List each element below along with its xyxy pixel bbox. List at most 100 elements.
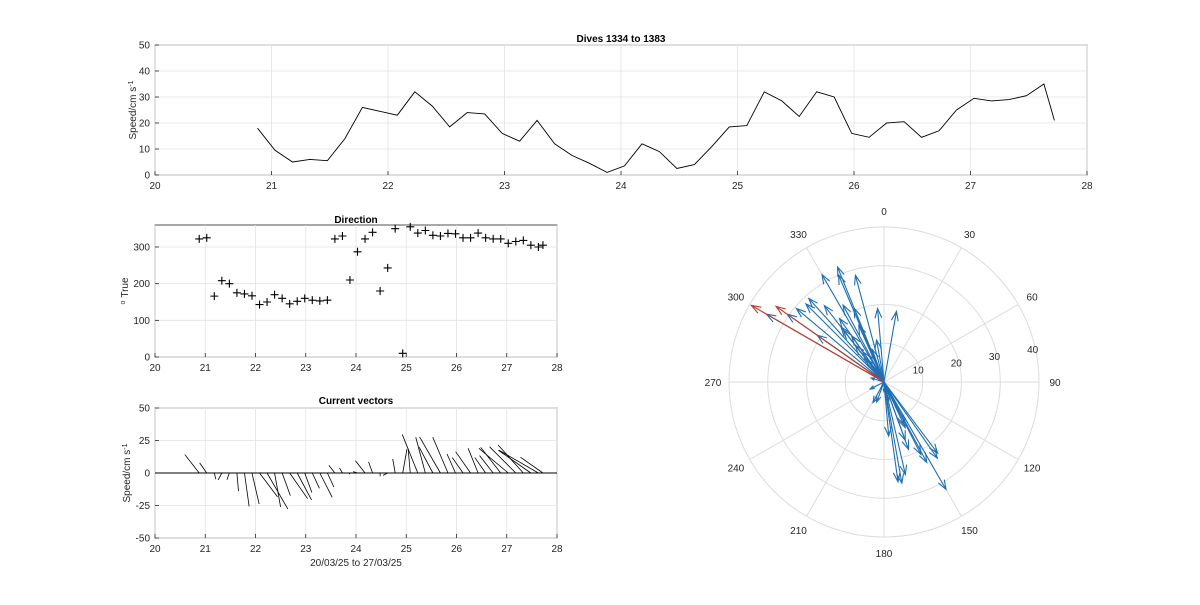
polar-angle-label: 270 — [705, 378, 722, 389]
polar-vector-shaft — [821, 274, 885, 383]
polar-vector-shaft — [854, 275, 885, 383]
speed-panel: 20 21 22 23 24 25 26 27 28 0 10 20 30 40 50 Dives 1334… — [128, 34, 1093, 192]
vector-stick — [244, 472, 250, 507]
speed-xtick-label: 23 — [499, 181, 511, 192]
polar-vector-shaft — [877, 308, 885, 383]
direction-point — [496, 234, 505, 243]
direction-xtick-label: 24 — [350, 363, 362, 374]
vectors-sticks — [155, 434, 557, 510]
direction-point — [391, 224, 400, 233]
polar-vector-head — [899, 464, 908, 477]
vectors-xtick-label: 26 — [451, 544, 463, 555]
polar-vector-shaft — [805, 303, 885, 383]
direction-ylabel: oTrue — [120, 277, 132, 305]
direction-xtick-label: 20 — [149, 363, 161, 374]
speed-ytick-label: 30 — [139, 93, 151, 104]
vector-stick — [474, 457, 486, 474]
direction-ytick-label: 0 — [144, 353, 150, 364]
polar-vector-arrow — [883, 381, 901, 484]
speed-ylabel: Speed/cm s-1 — [128, 80, 140, 139]
polar-spoke — [883, 304, 1019, 383]
vector-stick — [217, 472, 223, 481]
polar-vector-arrow — [874, 338, 885, 383]
vectors-xtick-label: 25 — [401, 544, 413, 555]
direction-point — [293, 297, 302, 306]
direction-markers — [195, 222, 547, 358]
polar-labels: 0 30 60 90 120 150 180 210 240 270 300 330 10 20 30 40 — [705, 207, 1061, 560]
polar-vector-head — [869, 377, 876, 381]
polar-vector-head — [882, 388, 886, 394]
direction-point — [526, 241, 535, 250]
polar-vector-head — [918, 452, 928, 464]
direction-ytick-label: 200 — [133, 279, 150, 290]
polar-vector-arrow — [883, 309, 899, 383]
vectors-ticks: 20 21 22 23 24 25 26 27 28 -50 -25 0 25 50 — [136, 404, 563, 556]
direction-point — [459, 233, 468, 242]
vectors-panel: 20 21 22 23 24 25 26 27 28 -50 -25 0 25 50 Current ve… — [122, 396, 563, 569]
direction-point — [308, 296, 317, 305]
vector-stick — [353, 471, 358, 474]
polar-vector-head — [868, 385, 875, 390]
vector-stick — [419, 436, 441, 474]
vector-stick — [289, 472, 308, 499]
vector-stick — [213, 472, 217, 480]
vector-stick — [311, 472, 320, 489]
speed-ytick-label: 20 — [139, 119, 151, 130]
direction-point — [232, 288, 241, 297]
vector-stick — [382, 472, 388, 476]
direction-point — [428, 231, 437, 240]
polar-vector-shaft — [751, 304, 885, 383]
polar-vector-head — [823, 304, 834, 316]
polar-vector-head — [838, 317, 849, 329]
vector-stick — [319, 472, 333, 498]
vectors-ytick-label: 50 — [139, 404, 151, 415]
vector-stick — [401, 434, 419, 474]
speed-ytick-label: 0 — [144, 171, 150, 182]
direction-xtick-label: 28 — [551, 363, 563, 374]
vectors-ylabel: Speed/cm s-1 — [122, 443, 134, 502]
polar-vector-arrow — [883, 381, 908, 477]
vector-stick — [304, 472, 313, 493]
vector-stick — [368, 461, 373, 474]
polar-vector-arrow — [883, 381, 906, 442]
polar-vector-head — [874, 338, 883, 350]
direction-point — [511, 237, 520, 246]
polar-vector-head — [901, 439, 910, 451]
polar-vector-head — [774, 305, 786, 315]
direction-point — [345, 276, 354, 284]
polar-vector-arrow — [883, 381, 905, 485]
vectors-ytick-label: 0 — [144, 469, 150, 480]
vectors-ytick-label: -50 — [136, 534, 151, 545]
direction-point — [376, 287, 385, 295]
vector-stick — [296, 472, 312, 501]
speed-xtick-label: 25 — [732, 181, 744, 192]
polar-radius-label: 10 — [913, 365, 925, 376]
vector-stick — [415, 437, 426, 474]
polar-vector-head — [853, 306, 862, 319]
polar-vector-arrow — [750, 304, 885, 383]
vector-stick — [407, 448, 411, 474]
direction-point — [383, 263, 392, 272]
speed-ytick-label: 10 — [139, 145, 151, 156]
direction-point — [451, 229, 460, 238]
polar-vector-shaft — [796, 308, 885, 383]
direction-panel: 20 21 22 23 24 25 26 27 28 0 100 200 300 Direction o… — [120, 215, 563, 374]
speed-title: Dives 1334 to 1383 — [577, 34, 666, 45]
vector-stick — [418, 446, 434, 474]
vector-stick — [480, 447, 502, 474]
direction-point — [504, 239, 513, 248]
polar-spoke — [806, 381, 885, 517]
direction-point — [436, 232, 445, 240]
polar-vector-head — [750, 304, 762, 314]
vector-stick — [226, 472, 230, 480]
polar-radius-label: 30 — [989, 352, 1001, 363]
vector-stick — [520, 457, 544, 474]
vector-stick — [455, 451, 471, 474]
polar-vector-shaft — [883, 381, 903, 484]
direction-point — [202, 233, 211, 242]
direction-point — [217, 276, 226, 285]
polar-vector-shaft — [883, 311, 897, 383]
vector-stick — [326, 472, 335, 488]
polar-vector-head — [836, 265, 845, 278]
polar-vector-arrow — [853, 306, 885, 383]
